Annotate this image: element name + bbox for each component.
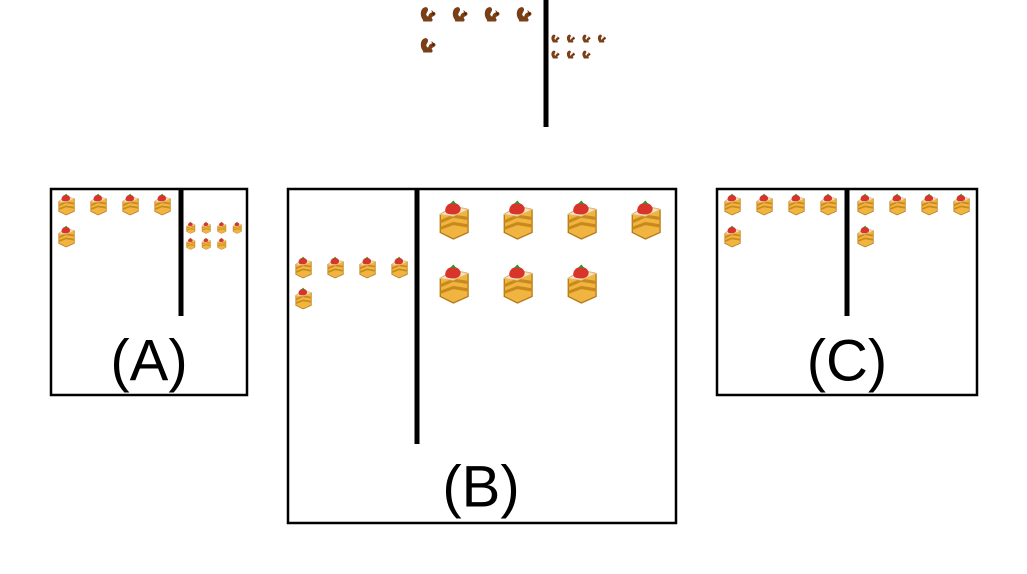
option-c[interactable]: (C) (715, 187, 979, 397)
squirrel-icon (484, 7, 500, 22)
squirrel-icon (420, 38, 436, 53)
squirrel-icon (566, 34, 575, 43)
squirrel-icon (597, 34, 606, 43)
option-label: (B) (442, 454, 519, 519)
squirrel-icon (551, 34, 560, 43)
option-frame (286, 187, 678, 525)
option-label: (C) (807, 328, 888, 393)
squirrel-icon (420, 7, 436, 22)
squirrel-icon (452, 7, 468, 22)
squirrel-icon (582, 50, 591, 59)
option-a[interactable]: (A) (49, 187, 249, 397)
squirrel-icon (566, 50, 575, 59)
squirrel-icon (551, 50, 560, 59)
squirrel-icon (516, 7, 532, 22)
prompt-figure (420, 0, 606, 127)
option-b[interactable]: (B) (286, 187, 678, 525)
option-frame (49, 187, 249, 397)
squirrel-icon (582, 34, 591, 43)
option-label: (A) (110, 328, 187, 393)
